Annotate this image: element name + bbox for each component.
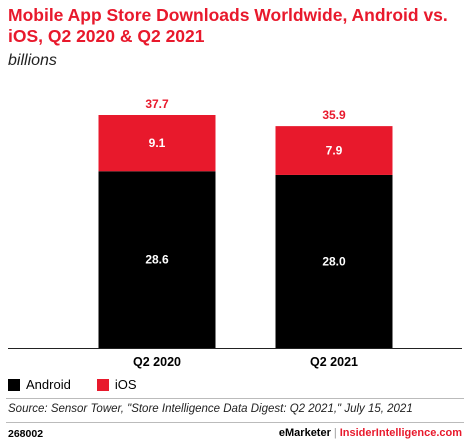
legend-item-android: Android bbox=[8, 377, 71, 392]
bar-ios-q2-2021 bbox=[275, 126, 393, 175]
bar-android-q2-2020 bbox=[98, 171, 216, 348]
bar-ios-q2-2020 bbox=[98, 115, 216, 172]
total-label-q2-2021: 35.9 bbox=[322, 108, 346, 122]
chart-id: 268002 bbox=[8, 428, 44, 440]
x-tick-label-q2-2021: Q2 2021 bbox=[310, 355, 358, 369]
data-label-android-q2-2021: 28.0 bbox=[322, 254, 346, 268]
legend-swatch-android bbox=[8, 378, 20, 391]
legend-item-ios: iOS bbox=[96, 377, 137, 392]
footer-separator: | bbox=[333, 427, 337, 439]
chart-subtitle: billions bbox=[8, 52, 57, 69]
total-label-q2-2020: 37.7 bbox=[145, 97, 169, 111]
divider-bottom bbox=[6, 422, 464, 423]
footer-brand: eMarketer | InsiderIntelligence.com bbox=[279, 427, 462, 439]
legend-swatch-ios bbox=[96, 378, 109, 391]
divider-top bbox=[6, 398, 464, 399]
legend: Android iOS bbox=[8, 377, 162, 392]
brand-name: eMarketer bbox=[278, 427, 331, 439]
source-note: Source: Sensor Tower, "Store Intelligenc… bbox=[8, 403, 413, 415]
data-label-android-q2-2020: 28.6 bbox=[145, 253, 169, 267]
site-name: InsiderIntelligence.com bbox=[339, 427, 462, 439]
data-label-ios-q2-2020: 9.1 bbox=[149, 136, 166, 150]
chart-title: Mobile App Store Downloads Worldwide, An… bbox=[8, 5, 448, 46]
stacked-bar-chart: 28.6 9.1 37.7 Q2 2020 28.0 7.9 35.9 Q2 2021 bbox=[8, 97, 462, 369]
legend-label-android: Android bbox=[26, 377, 71, 392]
x-tick-label-q2-2020: Q2 2020 bbox=[133, 355, 181, 369]
bar-android-q2-2021 bbox=[275, 174, 393, 348]
legend-label-ios: iOS bbox=[114, 377, 137, 392]
data-label-ios-q2-2021: 7.9 bbox=[326, 144, 343, 158]
